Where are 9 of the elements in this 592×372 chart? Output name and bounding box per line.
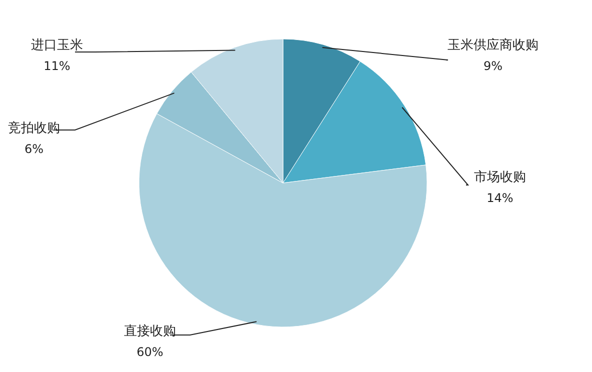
data-label: 6%: [24, 142, 44, 156]
slice-label: 直接收购: [124, 324, 176, 339]
data-label: 11%: [44, 59, 70, 73]
slice-label: 玉米供应商收购: [448, 37, 538, 53]
slice-label: 市场收购: [474, 170, 526, 185]
data-label: 9%: [483, 59, 503, 73]
data-label: 14%: [486, 191, 514, 205]
data-label: 60%: [136, 345, 164, 359]
slice-label: 进口玉米: [31, 38, 83, 53]
